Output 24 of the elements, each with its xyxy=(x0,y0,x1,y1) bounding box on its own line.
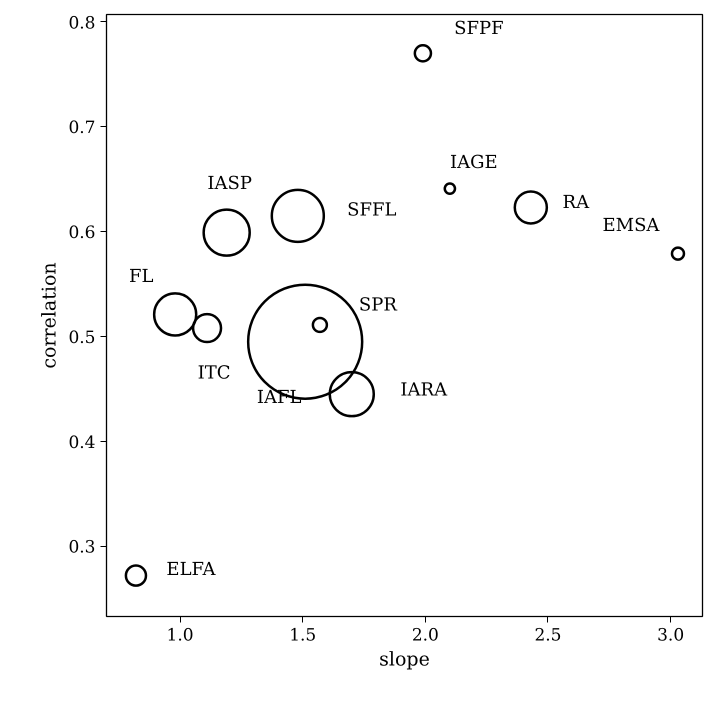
x-axis-title: slope xyxy=(379,648,430,670)
x-tick-label: 2.5 xyxy=(534,626,562,646)
y-tick-label: 0.6 xyxy=(68,223,96,244)
annotation: ITC xyxy=(198,362,231,384)
x-tick-label: 1.0 xyxy=(166,626,194,646)
y-tick-label: 0.7 xyxy=(68,118,96,138)
annotation: SPR xyxy=(358,294,398,316)
y-axis-title: correlation xyxy=(38,262,60,369)
annotation: RA xyxy=(562,192,590,213)
annotation: SFPF xyxy=(454,18,504,39)
annotation: ELFA xyxy=(166,559,216,580)
x-tick-label: 2.0 xyxy=(412,626,439,646)
y-tick-label: 0.5 xyxy=(68,328,96,348)
annotation: IASP xyxy=(207,173,252,194)
annotation: SFFL xyxy=(347,199,396,220)
y-tick-label: 0.8 xyxy=(68,13,96,34)
y-tick-label: 0.4 xyxy=(68,432,96,453)
annotation: FL xyxy=(128,266,154,287)
annotation: IAGE xyxy=(450,152,498,174)
annotation: EMSA xyxy=(602,215,660,236)
x-tick-label: 1.5 xyxy=(289,626,316,646)
annotation: IARA xyxy=(400,380,448,401)
x-tick-label: 3.0 xyxy=(657,626,684,646)
y-tick-label: 0.3 xyxy=(68,538,96,558)
